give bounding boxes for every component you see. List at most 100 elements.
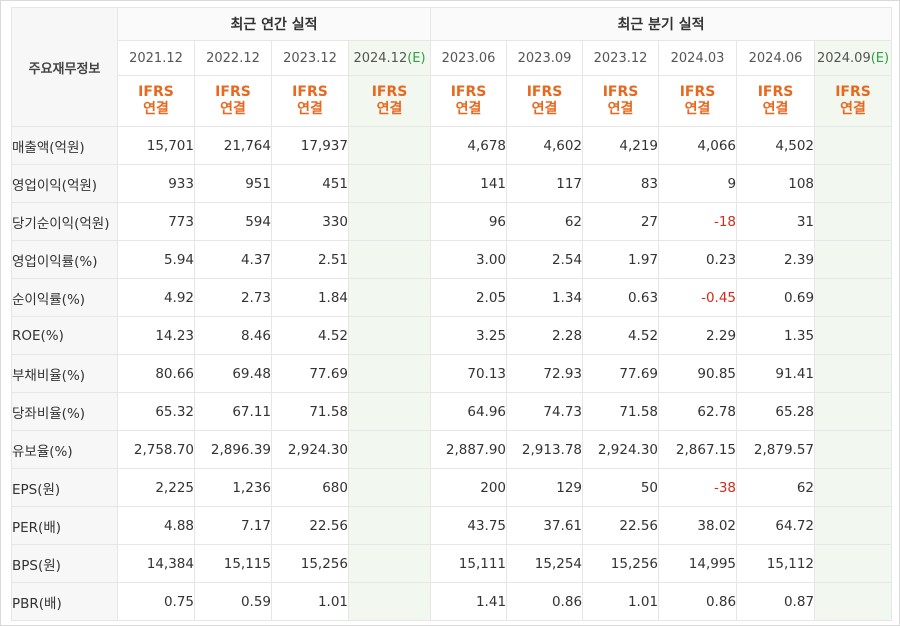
data-cell <box>814 506 893 545</box>
table-row: 영업이익(억원) 933 951 451 141 117 83 9 108 <box>11 164 893 203</box>
table-row: 매출액(억원) 15,701 21,764 17,937 4,678 4,602 4,219… <box>11 126 893 165</box>
basis-scope: 연결 <box>143 101 169 117</box>
accounting-basis: IFRS 연결 <box>117 75 195 127</box>
data-cell: -38 <box>658 468 738 507</box>
data-cell: 15,111 <box>430 544 508 583</box>
data-cell: 0.59 <box>194 582 272 621</box>
table-row: ROE(%) 14.23 8.46 4.52 3.25 2.28 4.52 2.29 1.35 <box>11 316 893 355</box>
accounting-basis: IFRS 연결 <box>347 75 432 127</box>
data-cell: 15,256 <box>271 544 349 583</box>
period-header: 2023.12 <box>271 40 349 76</box>
quarterly-group-header: 최근 분기 실적 <box>430 7 893 41</box>
data-cell: 141 <box>430 164 508 203</box>
data-cell: 0.86 <box>658 582 738 621</box>
row-label: 매출액(억원) <box>11 126 118 165</box>
table-row: 부채비율(%) 80.66 69.48 77.69 70.13 72.93 77.69 90.… <box>11 354 893 393</box>
data-cell: 2.73 <box>194 278 272 317</box>
data-cell: 14,995 <box>658 544 738 583</box>
data-cell <box>347 582 432 621</box>
data-cell: 96 <box>430 202 508 241</box>
basis-standard: IFRS <box>138 84 174 100</box>
data-cell: 27 <box>582 202 660 241</box>
basis-scope: 연결 <box>684 101 711 117</box>
basis-standard: IFRS <box>679 84 716 100</box>
data-cell: 1.01 <box>582 582 660 621</box>
row-label: 순이익률(%) <box>11 278 118 317</box>
accounting-basis: IFRS 연결 <box>814 75 893 127</box>
data-cell: 2.39 <box>736 240 816 279</box>
basis-standard: IFRS <box>757 84 794 100</box>
row-label: BPS(원) <box>11 544 118 583</box>
data-cell: 2.28 <box>506 316 584 355</box>
row-label: 당기순이익(억원) <box>11 202 118 241</box>
period-header: 2024.12(E) <box>347 40 432 76</box>
basis-scope: 연결 <box>531 101 558 117</box>
data-cell: 1.01 <box>271 582 349 621</box>
data-cell: 70.13 <box>430 354 508 393</box>
data-cell: 1.34 <box>506 278 584 317</box>
data-cell: -18 <box>658 202 738 241</box>
basis-standard: IFRS <box>292 84 328 100</box>
data-cell: 7.17 <box>194 506 272 545</box>
data-cell <box>347 278 432 317</box>
data-cell <box>814 126 893 165</box>
basis-standard: IFRS <box>215 84 251 100</box>
period-label: 2023.06 <box>441 50 496 66</box>
data-cell: 31 <box>736 202 816 241</box>
data-cell: 4.37 <box>194 240 272 279</box>
data-cell <box>347 354 432 393</box>
data-cell: 0.87 <box>736 582 816 621</box>
period-header: 2024.06 <box>736 40 816 76</box>
data-cell: 0.63 <box>582 278 660 317</box>
basis-standard: IFRS <box>835 84 871 100</box>
data-cell: 22.56 <box>271 506 349 545</box>
data-cell <box>347 468 432 507</box>
period-label: 2024.12 <box>353 50 408 66</box>
data-cell: 14,384 <box>117 544 195 583</box>
data-cell: 594 <box>194 202 272 241</box>
accounting-basis: IFRS 연결 <box>506 75 584 127</box>
data-cell: 17,937 <box>271 126 349 165</box>
data-cell: 50 <box>582 468 660 507</box>
estimate-marker: (E) <box>870 50 890 66</box>
data-cell: 77.69 <box>271 354 349 393</box>
period-label: 2024.03 <box>670 50 725 66</box>
financial-table: 주요재무정보 최근 연간 실적 최근 분기 실적 2021.12 2022.12 2… <box>11 7 893 621</box>
data-cell: 2,867.15 <box>658 430 738 469</box>
data-cell: 2,913.78 <box>506 430 584 469</box>
basis-standard: IFRS <box>526 84 563 100</box>
data-cell: 330 <box>271 202 349 241</box>
data-cell: 65.28 <box>736 392 816 431</box>
data-cell: 0.86 <box>506 582 584 621</box>
table-row: PBR(배) 0.75 0.59 1.01 1.41 0.86 1.01 0.86 0.87 <box>11 582 893 621</box>
estimate-marker: (E) <box>407 50 426 66</box>
data-cell: 64.96 <box>430 392 508 431</box>
data-cell <box>347 392 432 431</box>
data-cell: 4,066 <box>658 126 738 165</box>
period-header: 2024.03 <box>658 40 738 76</box>
basis-scope: 연결 <box>376 101 403 117</box>
basis-standard: IFRS <box>602 84 639 100</box>
data-cell: 64.72 <box>736 506 816 545</box>
accounting-basis: IFRS 연결 <box>430 75 508 127</box>
data-cell: 69.48 <box>194 354 272 393</box>
data-cell <box>814 392 893 431</box>
annual-group-header: 최근 연간 실적 <box>116 7 432 41</box>
data-cell: 951 <box>194 164 272 203</box>
table-row: 영업이익률(%) 5.94 4.37 2.51 3.00 2.54 1.97 0.23 2.39 <box>11 240 893 279</box>
data-cell: 1.35 <box>736 316 816 355</box>
period-label: 2023.09 <box>517 50 572 66</box>
data-cell: 77.69 <box>582 354 660 393</box>
period-label: 2024.09 <box>816 50 871 66</box>
data-cell: 933 <box>117 164 195 203</box>
data-cell <box>814 240 893 279</box>
data-cell: 71.58 <box>582 392 660 431</box>
data-cell: 15,112 <box>736 544 816 583</box>
data-cell <box>814 430 893 469</box>
basis-scope: 연결 <box>762 101 789 117</box>
row-label: 당좌비율(%) <box>11 392 118 431</box>
period-header: 2021.12 <box>117 40 195 76</box>
table-row: 유보율(%) 2,758.70 2,896.39 2,924.30 2,887.90 2,… <box>11 430 893 469</box>
data-cell: 38.02 <box>658 506 738 545</box>
